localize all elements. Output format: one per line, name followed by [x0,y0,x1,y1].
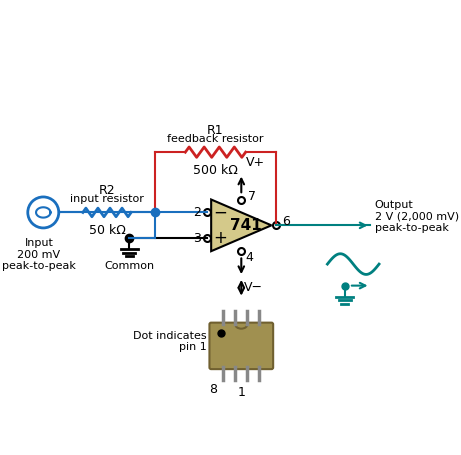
Text: R1: R1 [207,124,224,136]
Text: feedback resistor: feedback resistor [167,134,264,144]
Text: +: + [213,229,227,247]
Text: Common: Common [104,261,154,271]
Text: 500 kΩ: 500 kΩ [193,164,238,177]
Text: Input
200 mV
peak-to-peak: Input 200 mV peak-to-peak [2,238,76,272]
Text: 6: 6 [282,215,290,228]
Text: −: − [213,203,227,222]
Text: 741: 741 [230,218,261,233]
Text: 50 kΩ: 50 kΩ [89,223,125,237]
FancyBboxPatch shape [209,323,273,369]
Text: Output
2 V (2,000 mV)
peak-to-peak: Output 2 V (2,000 mV) peak-to-peak [375,200,459,233]
Text: 3: 3 [193,232,201,245]
Text: 2: 2 [193,206,201,219]
Polygon shape [211,200,272,251]
Text: 1: 1 [237,386,245,399]
Text: R2: R2 [99,184,115,197]
Text: 4: 4 [246,251,254,264]
Text: V+: V+ [246,157,265,169]
Text: 7: 7 [248,191,256,203]
Text: input resistor: input resistor [70,194,144,204]
Text: Dot indicates
pin 1: Dot indicates pin 1 [133,331,207,352]
Text: 8: 8 [209,383,217,396]
Text: V−: V− [244,281,263,294]
